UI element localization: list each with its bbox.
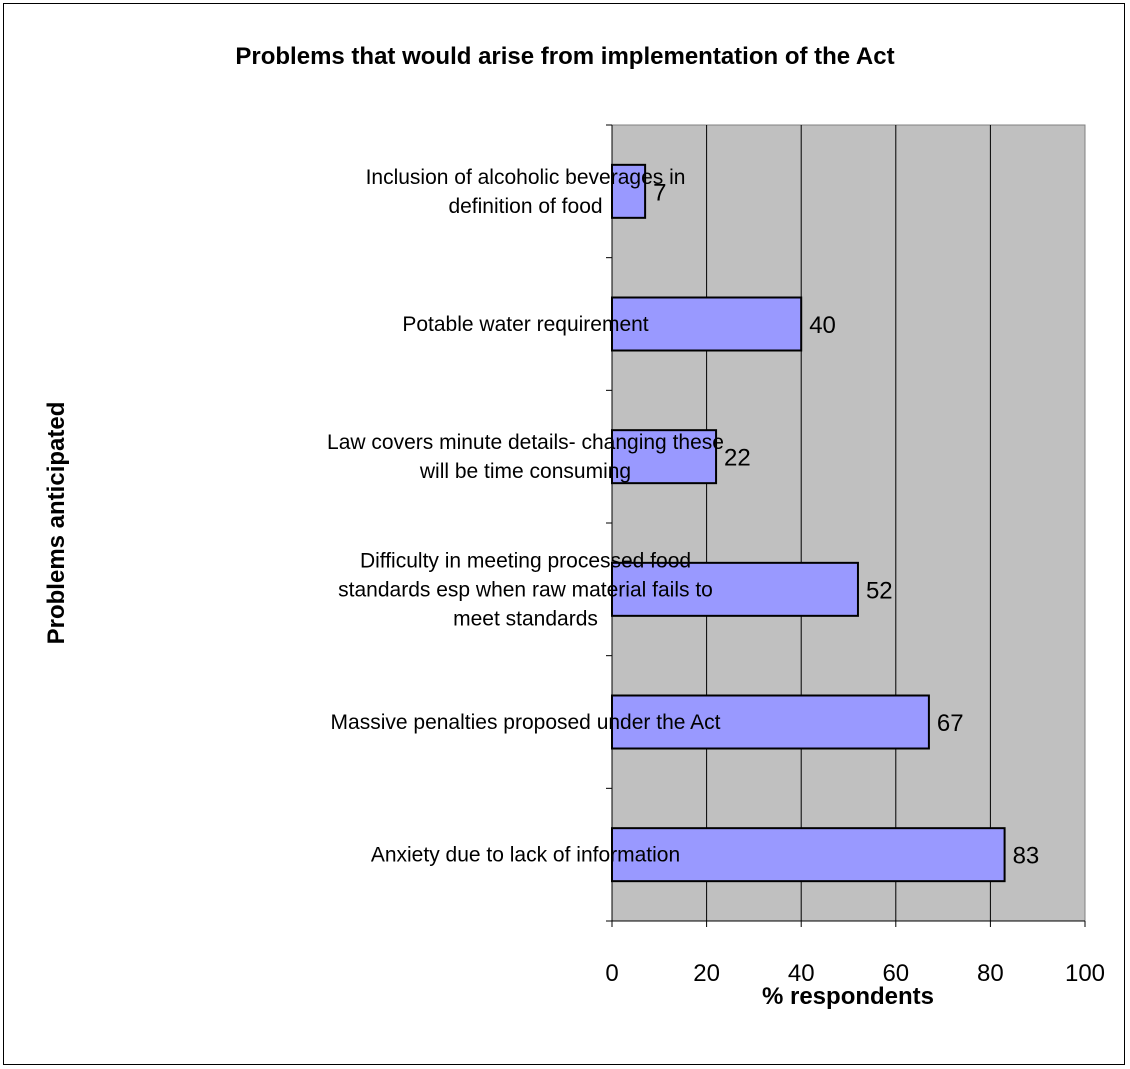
category-label: Difficulty in meeting processed food: [360, 549, 691, 572]
category-label: standards esp when raw material fails to: [338, 578, 713, 601]
data-label: 7: [653, 179, 666, 206]
bar: [611, 827, 1006, 883]
y-axis-title: Problems anticipated: [43, 402, 70, 645]
x-tick-label: 40: [788, 960, 815, 987]
data-label: 22: [724, 445, 751, 472]
x-tick-label: 20: [693, 960, 720, 987]
data-label: 40: [809, 312, 836, 339]
data-label: 52: [866, 577, 893, 604]
data-label: 83: [1013, 843, 1040, 870]
category-label: Potable water requirement: [402, 313, 648, 336]
bar: [611, 163, 647, 219]
chart-title: Problems that would arise from implement…: [235, 43, 894, 70]
y-axis-ticks: [606, 124, 612, 922]
category-label: Inclusion of alcoholic beverages in: [366, 166, 686, 189]
category-label: Anxiety due to lack of information: [371, 844, 680, 867]
x-tick-labels: 0 20 40 60 80 100: [605, 921, 1105, 987]
bar: [611, 296, 803, 352]
x-tick-label: 0: [605, 960, 618, 987]
plot-area: [611, 124, 1086, 922]
data-label: 67: [937, 710, 964, 737]
category-label: definition of food: [448, 195, 602, 218]
bars: [611, 163, 1006, 883]
x-tick-label: 60: [882, 960, 909, 987]
data-labels: 7 40 22 52 67 83: [653, 179, 1039, 869]
category-label: Law covers minute details- changing thes…: [327, 431, 724, 454]
x-tick-label: 100: [1065, 960, 1105, 987]
category-label: Massive penalties proposed under the Act: [331, 711, 721, 734]
x-axis-title: % respondents: [762, 983, 934, 1010]
x-tick-label: 80: [977, 960, 1004, 987]
category-label: meet standards: [453, 607, 598, 630]
category-labels: Inclusion of alcoholic beverages in defin…: [327, 166, 724, 867]
grid-lines: [706, 125, 991, 921]
category-label: will be time consuming: [419, 460, 631, 483]
